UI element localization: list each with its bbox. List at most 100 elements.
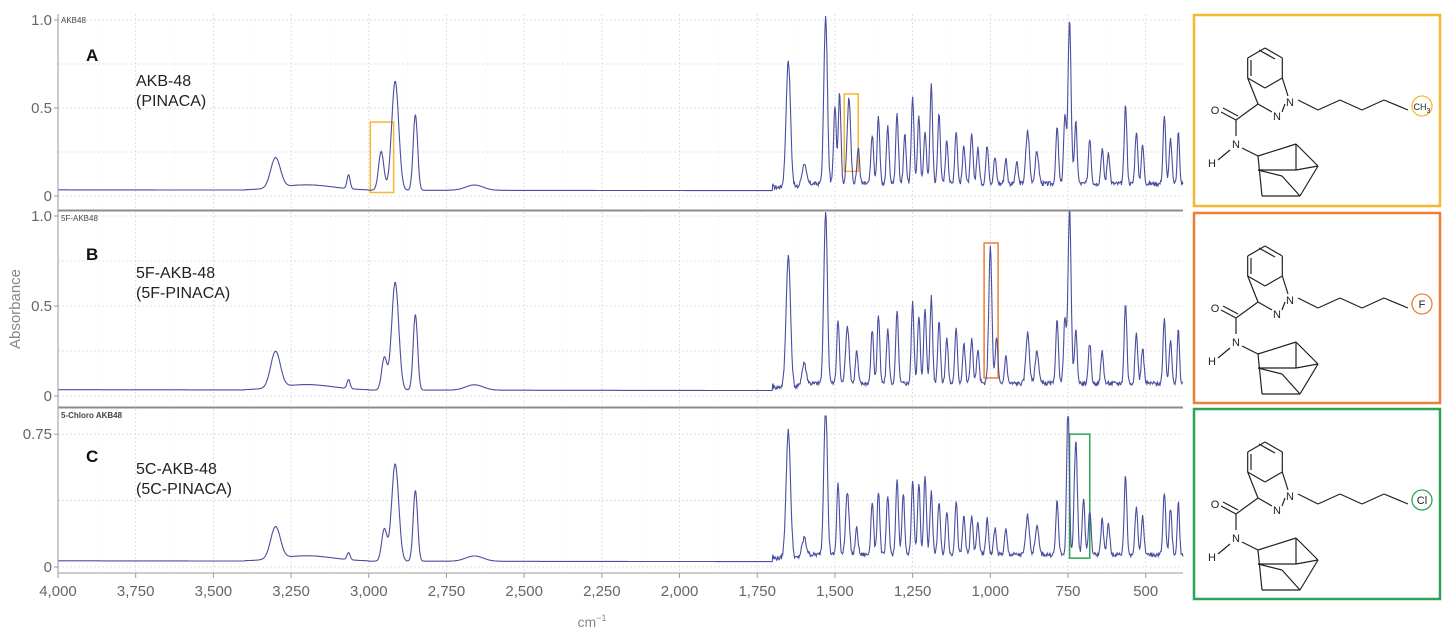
- y-tick-label: 0.75: [23, 426, 52, 443]
- bond: [1299, 559, 1319, 591]
- compound-name: 5C-AKB-48: [136, 461, 217, 478]
- atom-label: O: [1211, 303, 1220, 315]
- x-tick-label: 750: [1055, 583, 1080, 600]
- bond: [1241, 345, 1259, 355]
- bond: [1295, 341, 1319, 365]
- compound-class: (5F-PINACA): [136, 285, 230, 302]
- compound-name: AKB-48: [136, 73, 191, 90]
- x-tick-label: 1,500: [816, 583, 854, 600]
- bond: [1361, 99, 1385, 111]
- bond: [1295, 537, 1319, 561]
- spectrum-tag: 5-Chloro AKB48: [61, 411, 123, 420]
- bond: [1235, 301, 1259, 319]
- bond: [1281, 497, 1286, 507]
- x-tick-label: 3,000: [350, 583, 388, 600]
- bond: [1281, 569, 1301, 591]
- x-tick-label: 1,250: [894, 583, 932, 600]
- bond: [1247, 77, 1259, 105]
- bond: [1217, 347, 1231, 359]
- bond: [1281, 77, 1289, 97]
- compound-name: 5F-AKB-48: [136, 265, 215, 282]
- compound-class: (PINACA): [136, 93, 206, 110]
- y-tick-labels: 0 0.5 1.0: [31, 12, 58, 205]
- spectrum-line: [58, 211, 1184, 392]
- bond: [1257, 367, 1283, 375]
- spectrum-line: [58, 415, 1184, 563]
- x-axis-unit-exponent: −1: [596, 613, 606, 623]
- bond: [1257, 341, 1297, 355]
- spectrum-tag: 5F-AKB48: [61, 214, 98, 223]
- bond: [1281, 301, 1286, 311]
- bond: [1281, 103, 1286, 113]
- bond: [1264, 47, 1283, 59]
- bond: [1257, 563, 1283, 571]
- y-tick-labels: 0 0.5 1.0: [31, 208, 58, 405]
- highlight-boxes: [369, 93, 859, 194]
- bond: [1258, 49, 1276, 60]
- bond: [1257, 169, 1283, 177]
- x-tick-label: 1,000: [972, 583, 1010, 600]
- y-tick-label: 1.0: [31, 208, 52, 225]
- bond: [1295, 559, 1319, 565]
- bond: [1241, 147, 1259, 157]
- bond: [1257, 143, 1297, 157]
- x-axis-title: cm−1: [578, 613, 607, 630]
- x-tick-label: 3,250: [272, 583, 310, 600]
- atom-label: H: [1208, 158, 1216, 170]
- bond: [1281, 175, 1301, 197]
- structure-frame-a: [1192, 13, 1442, 208]
- bond: [1264, 441, 1283, 453]
- bond: [1339, 493, 1363, 505]
- y-axis-title: Absorbance: [7, 269, 24, 349]
- bond: [1317, 99, 1341, 111]
- bond: [1220, 111, 1237, 121]
- bond: [1241, 541, 1259, 551]
- atom-label: N: [1286, 97, 1294, 109]
- x-tick-label: 1,750: [738, 583, 776, 600]
- bond: [1264, 275, 1283, 287]
- bond: [1295, 143, 1319, 167]
- atom-label: N: [1232, 533, 1240, 545]
- x-tick-label: 2,000: [661, 583, 699, 600]
- spectrum-panel-b: 0 0.5 1.0 5F-AKB48 B 5F-AKB-48 (5F-PINACA): [31, 208, 1184, 405]
- atom-label: O: [1211, 105, 1220, 117]
- spectrum-panel-c: 00.75 5-Chloro AKB48 C 5C-AKB-48 (5C-PIN…: [23, 409, 1184, 576]
- substituent-label: F: [1419, 299, 1426, 311]
- atom-label: N: [1273, 111, 1281, 123]
- bond: [1339, 297, 1363, 309]
- gridlines: [57, 14, 1183, 209]
- spectrum-panel-a: 0 0.5 1.0 AKB48 A AKB-48 (PINACA): [31, 12, 1184, 209]
- x-tick-label: 2,750: [428, 583, 466, 600]
- atom-label: N: [1273, 505, 1281, 517]
- structure-frame-c: [1192, 407, 1442, 601]
- bond: [1247, 47, 1266, 59]
- bond: [1264, 245, 1283, 257]
- bond: [1257, 103, 1273, 113]
- atom-label: H: [1208, 356, 1216, 368]
- atom-label: N: [1232, 139, 1240, 151]
- bond: [1217, 149, 1231, 161]
- atom-label: N: [1232, 337, 1240, 349]
- highlight-boxes: [983, 242, 999, 379]
- bond: [1383, 297, 1409, 309]
- bond: [1247, 441, 1266, 453]
- bond: [1295, 363, 1319, 369]
- bond: [1297, 493, 1319, 505]
- bond: [1235, 103, 1259, 121]
- x-tick-label: 2,500: [505, 583, 543, 600]
- bond: [1220, 309, 1237, 319]
- bond: [1247, 471, 1259, 499]
- compound-class: (5C-PINACA): [136, 481, 232, 498]
- bond: [1247, 275, 1266, 287]
- structure-frame-b: [1192, 211, 1442, 405]
- panel-letter: C: [86, 447, 98, 466]
- bond: [1222, 305, 1239, 315]
- y-tick-label: 0: [44, 188, 52, 205]
- bond: [1317, 297, 1341, 309]
- bond: [1297, 99, 1319, 111]
